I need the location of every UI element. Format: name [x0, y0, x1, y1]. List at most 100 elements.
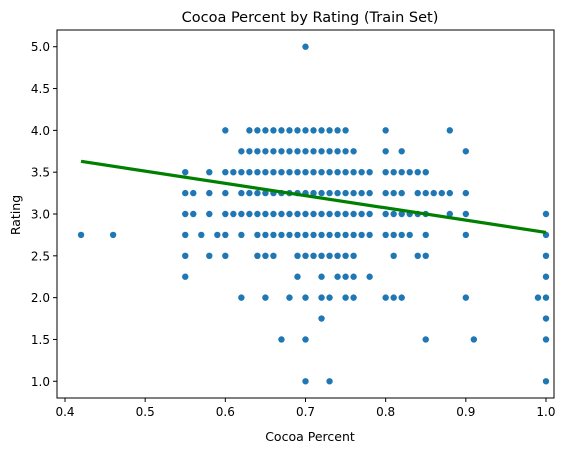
x-axis: 0.4 0.5 0.6 0.7 0.8 0.9 1.0: [55, 398, 556, 419]
scatter-point: [278, 231, 285, 239]
scatter-point: [238, 168, 245, 176]
scatter-point: [182, 252, 189, 260]
y-tick-label: 3.5: [31, 166, 50, 180]
scatter-point: [462, 231, 470, 239]
scatter-point: [398, 168, 405, 176]
scatter-point: [358, 210, 365, 218]
scatter-point: [310, 168, 317, 176]
scatter-point: [294, 148, 301, 155]
scatter-point: [302, 127, 309, 134]
scatter-point: [462, 148, 470, 155]
scatter-point: [334, 127, 341, 134]
scatter-point: [358, 189, 365, 197]
scatter-point: [318, 294, 325, 301]
scatter-point: [270, 168, 277, 176]
scatter-point: [358, 168, 365, 176]
scatter-point: [318, 127, 325, 134]
scatter-point: [358, 231, 365, 239]
scatter-point: [334, 231, 341, 239]
scatter-point: [342, 273, 349, 280]
scatter-point: [462, 210, 470, 218]
scatter-point: [422, 252, 429, 260]
y-tick-label: 4.0: [31, 124, 50, 138]
scatter-point: [310, 127, 317, 134]
scatter-point: [366, 168, 373, 176]
scatter-point: [302, 252, 309, 260]
chart-title: Cocoa Percent by Rating (Train Set): [182, 10, 439, 26]
scatter-point: [350, 168, 357, 176]
scatter-point: [382, 127, 389, 134]
scatter-point: [222, 127, 229, 134]
scatter-point: [278, 336, 285, 343]
x-tick-label: 0.5: [136, 405, 155, 419]
scatter-point: [326, 252, 333, 260]
scatter-point: [342, 127, 349, 134]
scatter-point: [334, 252, 341, 260]
scatter-point: [190, 210, 197, 218]
scatter-point: [310, 148, 317, 155]
scatter-point: [246, 127, 253, 134]
scatter-point: [238, 294, 245, 301]
scatter-point: [318, 252, 325, 260]
scatter-point: [382, 294, 389, 301]
scatter-point: [246, 189, 253, 197]
scatter-point: [334, 148, 341, 155]
scatter-point: [302, 168, 309, 176]
scatter-point: [270, 231, 277, 239]
scatter-point: [462, 294, 470, 301]
x-tick-label: 0.4: [55, 405, 74, 419]
scatter-point: [182, 189, 189, 197]
y-axis: 1.0 1.5 2.0 2.5 3.0 3.5 4.0 4.5 5.0: [31, 40, 57, 389]
scatter-point: [398, 210, 405, 218]
scatter-point: [334, 168, 341, 176]
x-tick-label: 0.6: [216, 405, 235, 419]
scatter-point: [262, 168, 269, 176]
scatter-point: [398, 189, 405, 197]
scatter-point: [294, 127, 301, 134]
y-tick-label: 5.0: [31, 40, 50, 54]
scatter-point: [382, 189, 389, 197]
scatter-point: [310, 231, 317, 239]
scatter-point: [270, 127, 277, 134]
scatter-point: [326, 168, 333, 176]
scatter-point: [342, 189, 349, 197]
scatter-point: [254, 127, 261, 134]
scatter-point: [302, 231, 309, 239]
scatter-point: [286, 231, 293, 239]
scatter-point: [286, 210, 293, 218]
scatter-point: [406, 168, 413, 176]
scatter-point: [398, 148, 405, 155]
scatter-point: [414, 189, 421, 197]
scatter-point: [382, 168, 389, 176]
scatter-point: [310, 252, 317, 260]
scatter-point: [182, 168, 189, 176]
scatter-point: [334, 273, 341, 280]
trend-line: [80, 159, 547, 234]
scatter-point: [542, 294, 550, 301]
scatter-point: [398, 294, 405, 301]
scatter-point: [342, 231, 349, 239]
trend-line-layer: [80, 159, 547, 234]
scatter-point: [366, 210, 373, 218]
y-tick-label: 1.0: [31, 375, 50, 389]
scatter-point: [294, 168, 301, 176]
scatter-point: [350, 210, 357, 218]
scatter-point: [254, 231, 261, 239]
scatter-point: [350, 148, 357, 155]
scatter-point: [366, 231, 373, 239]
scatter-point: [446, 127, 453, 134]
scatter-point: [222, 168, 229, 176]
scatter-point: [77, 231, 85, 239]
scatter-point: [310, 189, 317, 197]
scatter-point: [302, 148, 309, 155]
scatter-point: [342, 252, 349, 260]
scatter-point: [206, 168, 213, 176]
scatter-point: [366, 273, 373, 280]
scatter-point: [326, 294, 333, 301]
scatter-point: [262, 294, 269, 301]
scatter-point: [262, 148, 269, 155]
scatter-point: [342, 168, 349, 176]
y-tick-label: 2.5: [31, 249, 50, 263]
scatter-point: [422, 231, 429, 239]
scatter-point: [294, 273, 301, 280]
